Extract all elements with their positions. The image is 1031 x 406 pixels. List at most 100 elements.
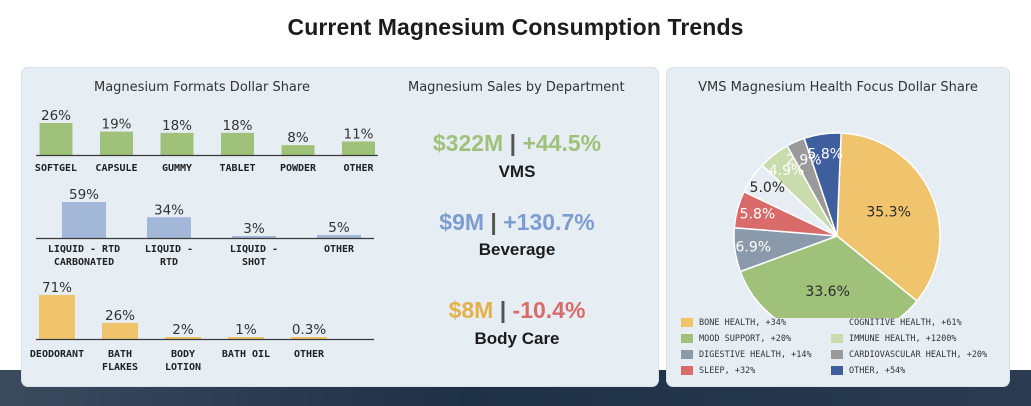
- legend-label: DIGESTIVE HEALTH, +14%: [699, 350, 812, 360]
- legend-item-bone-health: BONE HEALTH, +34%: [681, 318, 786, 328]
- legend-swatch: [681, 366, 693, 375]
- bar-liquid-rtd: [147, 217, 191, 238]
- bar-value-powder: 8%: [287, 130, 309, 146]
- legend-item-sleep: SLEEP, +32%: [681, 366, 755, 376]
- dept-vms-amount: $322M: [432, 130, 504, 156]
- bar-category-liquid-rtd: RTD: [160, 257, 178, 268]
- bar-value-liquid-rtd: 34%: [154, 202, 184, 218]
- dept-vms-name: VMS: [498, 162, 536, 181]
- legend-item-immune-health: IMMUNE HEALTH, +1200%: [831, 334, 956, 344]
- legend-swatch: [681, 334, 693, 343]
- bar-category-softgel: SOFTGEL: [35, 163, 77, 174]
- dept-vms-sep: |: [509, 130, 517, 156]
- dept-beverage-change: +130.7%: [503, 209, 595, 235]
- sales-title: Magnesium Sales by Department: [408, 80, 625, 95]
- dept-beverage-name: Beverage: [478, 240, 556, 259]
- legend-swatch: [831, 366, 843, 375]
- bar-value-capsule: 19%: [101, 117, 131, 133]
- bar-other: [317, 234, 361, 238]
- bar-value-gummy: 18%: [162, 118, 192, 134]
- right-panel: VMS Magnesium Health Focus Dollar Share …: [667, 68, 1009, 386]
- formats-chart-title: Magnesium Formats Dollar Share: [94, 80, 310, 95]
- pie-label-cardiovascular-health: 2.9%: [786, 153, 822, 169]
- bar-other: [291, 337, 327, 339]
- bar-category-deodorant: DEODORANT: [30, 349, 84, 360]
- dept-bodycare-sep: |: [499, 297, 507, 323]
- bar-capsule: [100, 131, 133, 155]
- bar-category-gummy: GUMMY: [162, 163, 192, 174]
- legend-item-cognitive-health: COGNITIVE HEALTH, +61%: [831, 318, 962, 328]
- pie-label-digestive-health: 6.9%: [736, 239, 772, 255]
- bar-category-bath-flakes: FLAKES: [102, 362, 138, 373]
- bar-category-other: OTHER: [324, 244, 355, 255]
- dept-vms-change: +44.5%: [522, 130, 602, 156]
- pie-label-sleep: 5.8%: [740, 207, 776, 223]
- bar-value-softgel: 26%: [41, 108, 71, 124]
- bar-chart-2: 59% LIQUID - RTD CARBONATED 34% LIQUID - RTD 3…: [36, 187, 374, 268]
- legend-item-cardiovascular-health: CARDIOVASCULAR HEALTH, +20%: [831, 350, 987, 360]
- legend-swatch: [831, 334, 843, 343]
- dept-bodycare-name: Body Care: [474, 329, 560, 348]
- bar-category-tablet: TABLET: [219, 163, 255, 174]
- pie-labels: 35.3%33.6%6.9%5.8%5.0%4.9%2.9%5.8%: [736, 146, 911, 299]
- dept-beverage-figure: $9M | +130.7%: [392, 209, 642, 236]
- pie-label-immune-health: 4.9%: [769, 163, 805, 179]
- bar-liquid-shot: [232, 236, 276, 238]
- bar-value-deodorant: 71%: [42, 280, 72, 296]
- left-panel: Magnesium Formats Dollar Share Magnesium…: [22, 68, 658, 386]
- bar-value-body-lotion: 2%: [172, 322, 194, 338]
- pie-label-bone-health: 35.3%: [866, 205, 910, 221]
- legend-item-other: OTHER, +54%: [831, 366, 905, 376]
- legend-label: OTHER, +54%: [849, 366, 906, 376]
- pie-label-mood-support: 33.6%: [805, 284, 849, 300]
- bar-softgel: [39, 123, 73, 155]
- bar-value-liquid-shot: 3%: [243, 221, 265, 237]
- legend-swatch: [681, 350, 693, 359]
- legend-label: BONE HEALTH, +34%: [699, 318, 786, 328]
- dept-bodycare-figure: $8M | -10.4%: [392, 297, 642, 324]
- legend-item-digestive-health: DIGESTIVE HEALTH, +14%: [681, 350, 812, 360]
- dept-bodycare-amount: $8M: [448, 297, 494, 323]
- bar-tablet: [221, 132, 254, 155]
- bar-powder: [281, 145, 315, 155]
- pie-slice-bone-health: [836, 132, 941, 303]
- bar-category-liquid-shot: SHOT: [242, 257, 266, 268]
- health-focus-pie: 35.3%33.6%6.9%5.8%5.0%4.9%2.9%5.8%: [733, 132, 941, 318]
- bar-value-other: 11%: [343, 126, 373, 142]
- legend-swatch: [831, 318, 843, 327]
- bar-body-lotion: [165, 337, 201, 339]
- pie-chart-title: VMS Magnesium Health Focus Dollar Share: [698, 80, 978, 95]
- bar-category-body-lotion: BODY: [171, 349, 195, 360]
- bar-category-bath-flakes: BATH: [108, 349, 132, 360]
- bar-gummy: [160, 132, 194, 155]
- bar-deodorant: [39, 295, 75, 339]
- bar-category-liquid-rtd: LIQUID -: [145, 244, 193, 255]
- pie-slice-other: [803, 132, 842, 237]
- page-title: Current Magnesium Consumption Trends: [287, 14, 744, 40]
- dept-vms-figure: $322M | +44.5%: [392, 130, 642, 157]
- pie-slices: [733, 132, 941, 318]
- bar-bath-flakes: [102, 322, 138, 339]
- bar-category-liquid-shot: LIQUID -: [230, 244, 278, 255]
- bar-chart-3: 71% DEODORANT 26% BATH FLAKES 2% BODY LOTION 1% B…: [30, 280, 374, 373]
- bar-category-powder: POWDER: [280, 163, 317, 174]
- bar-category-other: OTHER: [343, 163, 374, 174]
- bar-value-other: 0.3%: [292, 322, 326, 338]
- bar-category-capsule: CAPSULE: [95, 163, 137, 174]
- dept-bodycare-change: -10.4%: [512, 297, 586, 323]
- bar-category-body-lotion: LOTION: [165, 362, 201, 373]
- bar-value-other: 5%: [328, 220, 350, 236]
- legend-swatch: [831, 350, 843, 359]
- bar-other: [342, 141, 375, 155]
- bar-bath-oil: [228, 337, 264, 339]
- bar-chart-1: 26% SOFTGEL 19% CAPSULE 18% GUMMY 18% TABLET 8% P…: [35, 108, 378, 174]
- formats-bar-charts: 26% SOFTGEL 19% CAPSULE 18% GUMMY 18% TABLET 8% P…: [30, 108, 378, 373]
- bar-category-other: OTHER: [294, 349, 325, 360]
- pie-label-other: 5.8%: [808, 146, 844, 162]
- dept-beverage-amount: $9M: [439, 209, 485, 235]
- bar-value-bath-flakes: 26%: [105, 308, 135, 324]
- bar-category-bath-oil: BATH OIL: [222, 349, 270, 360]
- pie-slice-mood-support: [739, 235, 918, 318]
- pie-label-cognitive-health: 5.0%: [750, 180, 786, 196]
- bar-liquid-rtd-carbonated: [62, 202, 106, 238]
